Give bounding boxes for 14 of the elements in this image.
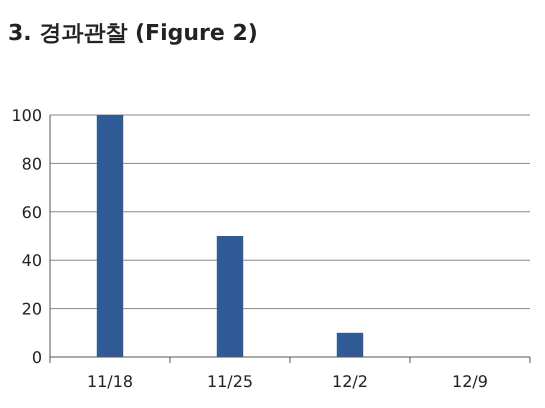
y-tick-label: 40: [22, 251, 42, 270]
y-tick-label: 100: [11, 106, 42, 125]
x-tick-label: 11/25: [206, 372, 254, 391]
x-tick-label: 12/9: [452, 372, 488, 391]
bar: [96, 115, 124, 357]
y-tick-label: 80: [22, 154, 42, 174]
x-tick-label: 11/18: [86, 372, 134, 391]
bar: [336, 332, 364, 357]
y-tick-label: 0: [32, 348, 42, 367]
x-tick-label: 12/2: [332, 372, 368, 391]
y-tick-label: 60: [22, 202, 42, 222]
chart-title: 3. 경과관찰 (Figure 2): [8, 21, 258, 46]
bar: [216, 236, 244, 357]
y-tick-label: 20: [22, 300, 42, 319]
